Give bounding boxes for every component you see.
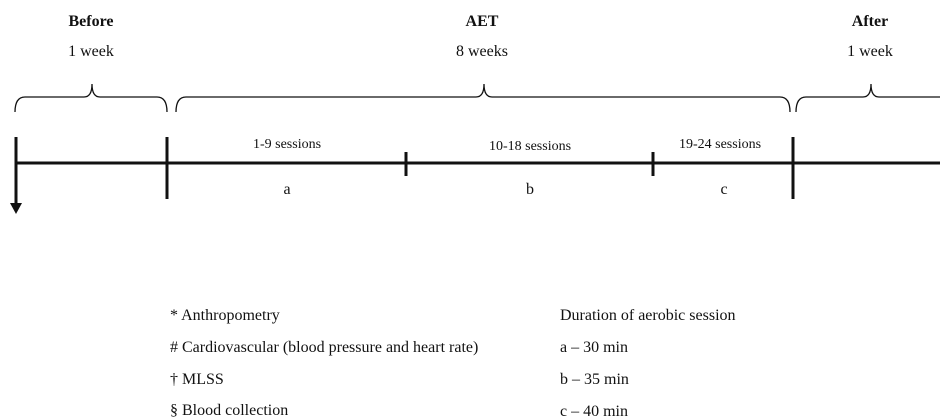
phase-duration: 1 week [68, 43, 114, 60]
segment-label: b [526, 181, 534, 198]
segment-sessions: 10-18 sessions [489, 139, 571, 154]
legend-duration: b – 35 min [560, 371, 629, 388]
arrow-head [10, 203, 22, 214]
legend-measure: * Anthropometry [170, 307, 280, 324]
phase-title: Before [68, 13, 113, 30]
legend-duration: a – 30 min [560, 339, 628, 356]
brace [175, 83, 791, 113]
brace [14, 83, 168, 113]
segment-label: a [283, 181, 290, 198]
segment-sessions: 1-9 sessions [253, 137, 321, 152]
segment-label: c [720, 181, 727, 198]
phase-title: AET [466, 13, 499, 30]
segment-sessions: 19-24 sessions [679, 137, 761, 152]
legend-duration-title: Duration of aerobic session [560, 307, 736, 324]
brace [795, 83, 940, 113]
legend-measure: † MLSS [170, 371, 224, 388]
legend-measure: § Blood collection [170, 402, 288, 419]
legend-measure: # Cardiovascular (blood pressure and hea… [170, 339, 478, 356]
phase-title: After [852, 13, 888, 30]
phase-duration: 8 weeks [456, 43, 508, 60]
legend-duration: c – 40 min [560, 403, 628, 420]
phase-duration: 1 week [847, 43, 893, 60]
